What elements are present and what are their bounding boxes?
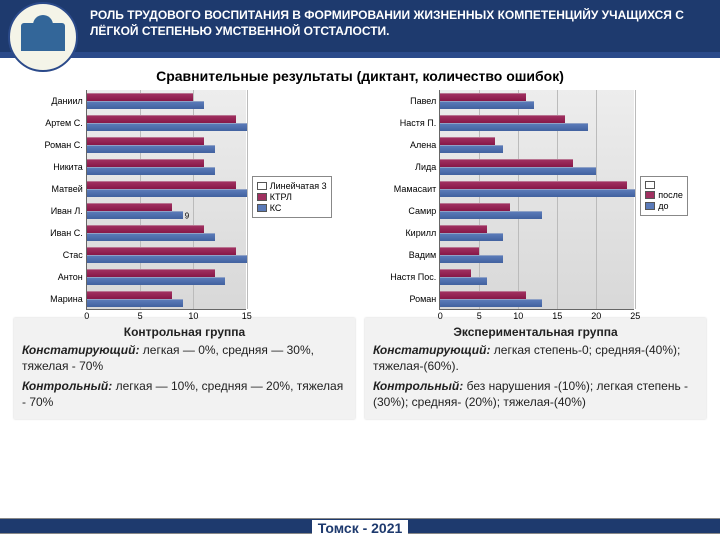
summary-control-title: Контрольная группа xyxy=(22,324,347,340)
charts-container: 051015ДаниилАртем С.Роман С.НикитаМатвей… xyxy=(0,90,720,310)
summary-exp-l1-label: Констатирующий: xyxy=(373,343,490,357)
university-logo xyxy=(8,2,78,72)
header: РОЛЬ ТРУДОВОГО ВОСПИТАНИЯ В ФОРМИРОВАНИИ… xyxy=(0,0,720,58)
chart-control-group: 051015ДаниилАртем С.Роман С.НикитаМатвей… xyxy=(26,90,336,310)
summary-control: Контрольная группа Констатирующий: легка… xyxy=(14,318,355,419)
summaries: Контрольная группа Констатирующий: легка… xyxy=(0,310,720,419)
summary-control-l1-label: Констатирующий: xyxy=(22,343,139,357)
footer-text: Томск - 2021 xyxy=(312,520,409,536)
summary-exp-l2-label: Контрольный: xyxy=(373,379,463,393)
page-subtitle: Сравнительные результаты (диктант, колич… xyxy=(0,68,720,84)
header-title: РОЛЬ ТРУДОВОГО ВОСПИТАНИЯ В ФОРМИРОВАНИИ… xyxy=(90,8,710,39)
footer: Томск - 2021 xyxy=(0,510,720,540)
summary-control-l2-label: Контрольный: xyxy=(22,379,112,393)
summary-exp-title: Экспериментальная группа xyxy=(373,324,698,340)
summary-experimental: Экспериментальная группа Констатирующий:… xyxy=(365,318,706,419)
chart-experimental-group: 0510152025ПавелНастя П.АленаЛидаМамасаит… xyxy=(379,90,694,310)
